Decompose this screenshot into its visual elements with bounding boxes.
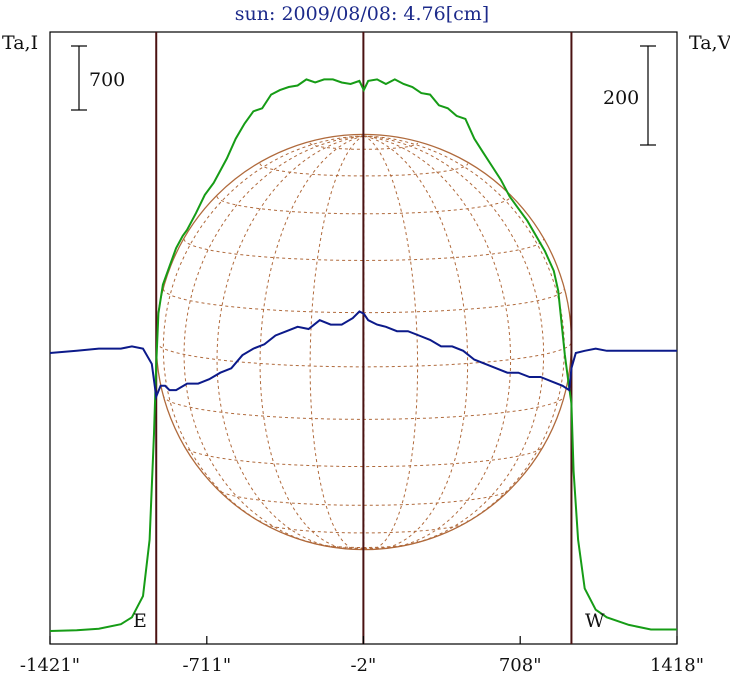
longitude-line (259, 135, 364, 550)
left-scale-bar (71, 45, 87, 111)
chart-title: sun: 2009/08/08: 4.76[cm] (235, 3, 489, 25)
x-tick-label: -2" (350, 655, 376, 676)
longitude-line (183, 135, 364, 550)
left-scale-bar-label: 700 (89, 69, 125, 91)
longitude-line (162, 135, 364, 549)
longitude-line (363, 135, 545, 550)
right-axis-label: Ta,V (689, 32, 730, 54)
x-axis-ticks: -1421" -711" -2" 708" 1418" (20, 636, 704, 676)
longitude-line (216, 135, 364, 550)
series-group (49, 78, 677, 632)
left-axis-label: Ta,I (2, 32, 38, 54)
longitude-line (309, 135, 365, 551)
x-tick-label: -1421" (20, 655, 80, 676)
x-tick-label: -711" (182, 655, 231, 676)
right-scale-bar-label: 200 (603, 87, 639, 109)
longitude-line (363, 135, 419, 551)
east-label: E (133, 610, 147, 632)
series-ta-i-line (49, 78, 677, 632)
right-scale-bar (640, 45, 656, 146)
x-tick-label: 1418" (650, 655, 704, 676)
west-label: W (585, 610, 605, 632)
longitude-line (363, 135, 469, 550)
longitude-line (363, 135, 512, 550)
x-tick-label: 708" (499, 655, 542, 676)
longitude-line (363, 135, 565, 549)
limb-markers (155, 32, 573, 644)
series-ta-v-line (49, 310, 677, 401)
